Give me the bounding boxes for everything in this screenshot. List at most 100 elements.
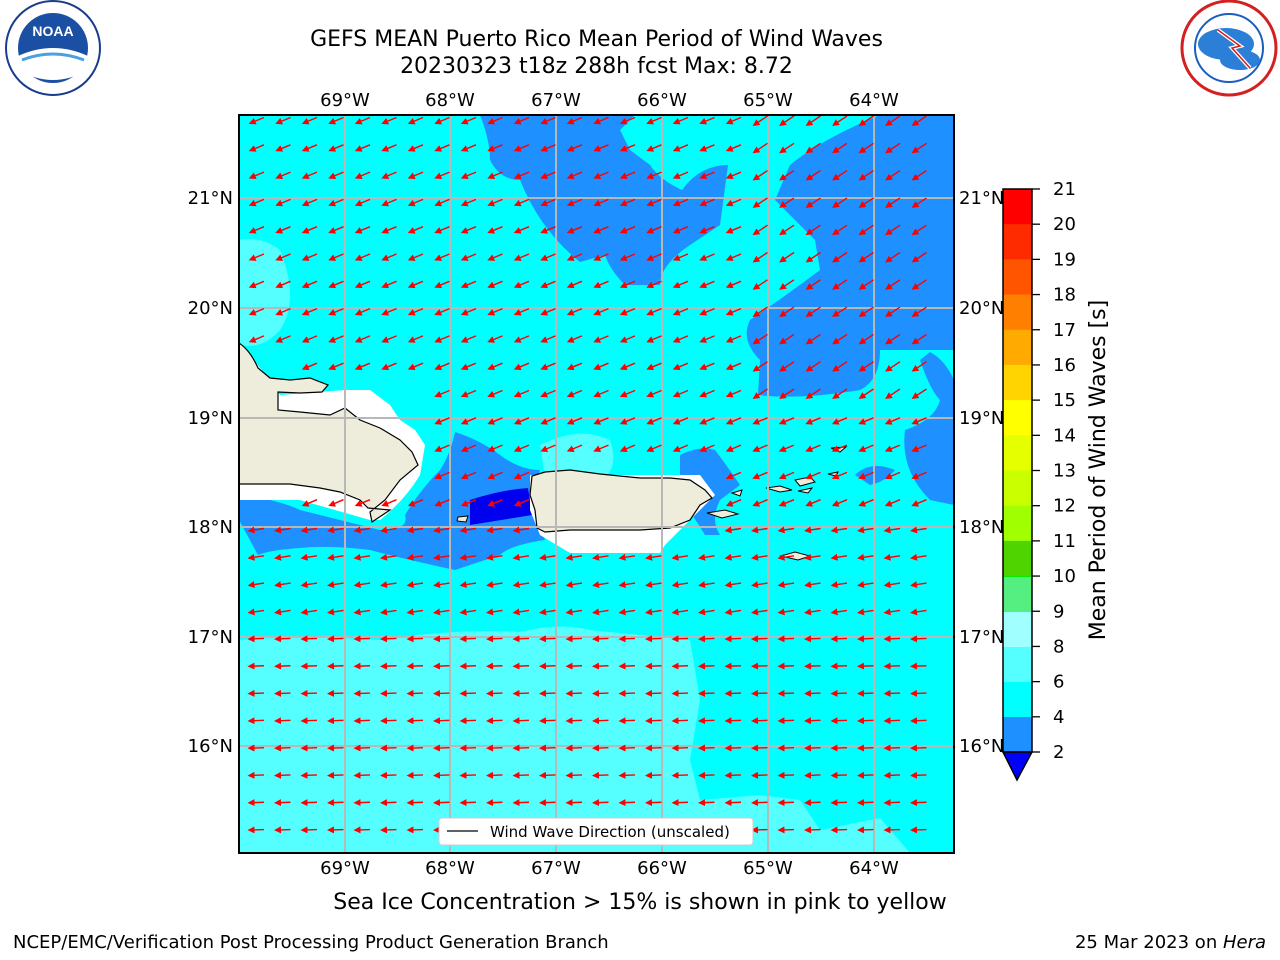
- wind-wave-arrow: [460, 499, 477, 507]
- wind-wave-arrow: [725, 253, 742, 261]
- wind-wave-arrow: [540, 280, 556, 289]
- wind-wave-arrow: [752, 224, 768, 236]
- wind-wave-arrow: [724, 744, 742, 752]
- latitude-labels: 21°N 20°N 19°N 18°N 17°N 16°N 21°N 20°N …: [188, 188, 1005, 757]
- wind-wave-arrow: [380, 553, 397, 561]
- wind-wave-arrow: [486, 581, 503, 589]
- wind-wave-arrow: [593, 335, 609, 343]
- colorbar-cell: [1003, 294, 1032, 331]
- wind-wave-arrow: [619, 389, 636, 398]
- wind-wave-arrow: [645, 635, 662, 643]
- wind-wave-arrow: [328, 116, 344, 125]
- wind-wave-arrow: [832, 279, 848, 290]
- wind-wave-arrow: [699, 226, 715, 234]
- wind-wave-arrow: [354, 253, 371, 261]
- wind-wave-arrow: [883, 662, 901, 670]
- wind-wave-arrow: [752, 444, 768, 452]
- wind-wave-arrow: [805, 197, 821, 208]
- lon-label-top-69w: 69°W: [320, 90, 370, 111]
- wind-wave-arrow: [911, 333, 927, 345]
- wind-wave-arrow: [433, 744, 450, 752]
- wind-wave-arrow: [911, 251, 927, 263]
- wind-wave-arrow: [619, 253, 636, 261]
- wind-wave-arrow: [300, 635, 318, 643]
- wind-wave-arrow: [645, 581, 662, 589]
- wind-wave-arrow: [884, 471, 901, 480]
- wind-wave-arrow: [777, 608, 795, 616]
- wind-wave-arrow: [381, 253, 397, 261]
- wind-wave-arrow: [832, 224, 848, 236]
- wind-wave-arrow: [381, 226, 397, 234]
- wind-wave-arrow: [593, 198, 609, 207]
- wind-wave-arrow: [858, 115, 874, 126]
- colorbar-tick-label: 16: [1053, 355, 1076, 376]
- wind-wave-arrow: [274, 799, 291, 807]
- wind-wave-arrow: [300, 608, 318, 616]
- wind-wave-arrow: [486, 799, 503, 807]
- wind-wave-arrow: [911, 142, 927, 154]
- wind-wave-arrow: [672, 335, 689, 343]
- wind-wave-arrow: [433, 635, 450, 643]
- wind-wave-arrow: [301, 335, 318, 343]
- wind-wave-arrow: [910, 581, 927, 589]
- wind-wave-arrow: [779, 388, 795, 399]
- wind-wave-arrow: [407, 116, 424, 125]
- wind-wave-arrow: [301, 253, 318, 261]
- wind-wave-arrow: [566, 307, 583, 316]
- wind-wave-arrow: [406, 553, 424, 561]
- wind-wave-arrow: [671, 717, 689, 725]
- wind-wave-arrow: [671, 689, 689, 697]
- lon-label-bottom-67w: 67°W: [531, 858, 581, 879]
- wind-wave-arrow: [353, 526, 371, 534]
- wind-wave-arrow: [434, 335, 450, 343]
- wind-wave-arrow: [645, 771, 662, 779]
- wind-wave-arrow: [487, 253, 503, 261]
- colorbar-cells: [1003, 189, 1032, 753]
- wind-wave-arrow: [592, 608, 609, 616]
- wind-wave-arrow: [883, 717, 901, 725]
- period-8s-region: [239, 626, 910, 853]
- wind-wave-arrow: [618, 689, 636, 697]
- wind-wave-arrow: [832, 251, 848, 263]
- wind-wave-arrow: [831, 499, 848, 507]
- wind-wave-arrow: [540, 116, 556, 125]
- wind-wave-arrow: [487, 444, 503, 452]
- wind-wave-arrow: [672, 389, 689, 398]
- wind-wave-arrow: [672, 116, 689, 125]
- wind-wave-arrow: [513, 417, 530, 425]
- wind-wave-arrow: [672, 280, 689, 289]
- wind-wave-arrow: [751, 826, 768, 834]
- wind-wave-arrow: [512, 744, 530, 752]
- wind-wave-arrow: [832, 142, 848, 154]
- wind-wave-arrow: [672, 307, 689, 316]
- wind-wave-arrow: [512, 717, 530, 725]
- wind-wave-arrow: [513, 499, 530, 507]
- wind-wave-arrow: [858, 444, 874, 452]
- wind-wave-arrow: [751, 771, 768, 779]
- st-thomas-island: [765, 485, 793, 493]
- wind-wave-arrow: [698, 635, 715, 643]
- wind-wave-arrow: [672, 171, 689, 179]
- wind-wave-arrow: [459, 608, 477, 616]
- wind-wave-arrow: [724, 662, 742, 670]
- wind-wave-arrow: [248, 226, 265, 234]
- wind-wave-arrow: [300, 581, 318, 589]
- colorbar-cell: [1003, 329, 1032, 366]
- wind-wave-arrow: [698, 608, 715, 616]
- wind-wave-arrow: [248, 144, 265, 152]
- wind-wave-arrow: [619, 280, 636, 289]
- wind-wave-arrow: [910, 662, 927, 670]
- wind-wave-arrow: [275, 198, 291, 207]
- wind-wave-arrow: [619, 171, 636, 179]
- wind-wave-arrow: [804, 662, 821, 670]
- wind-wave-arrow: [752, 361, 768, 372]
- wind-wave-arrow: [832, 115, 848, 126]
- wind-wave-arrow: [380, 635, 397, 643]
- wind-wave-arrow: [804, 689, 821, 697]
- wind-wave-arrow: [354, 198, 371, 207]
- colorbar-tick-label: 19: [1053, 249, 1076, 270]
- wind-wave-arrow: [487, 307, 503, 316]
- wind-wave-arrow: [513, 280, 530, 289]
- chart-title: GEFS MEAN Puerto Rico Mean Period of Win…: [310, 27, 883, 52]
- wind-wave-arrow: [830, 826, 848, 834]
